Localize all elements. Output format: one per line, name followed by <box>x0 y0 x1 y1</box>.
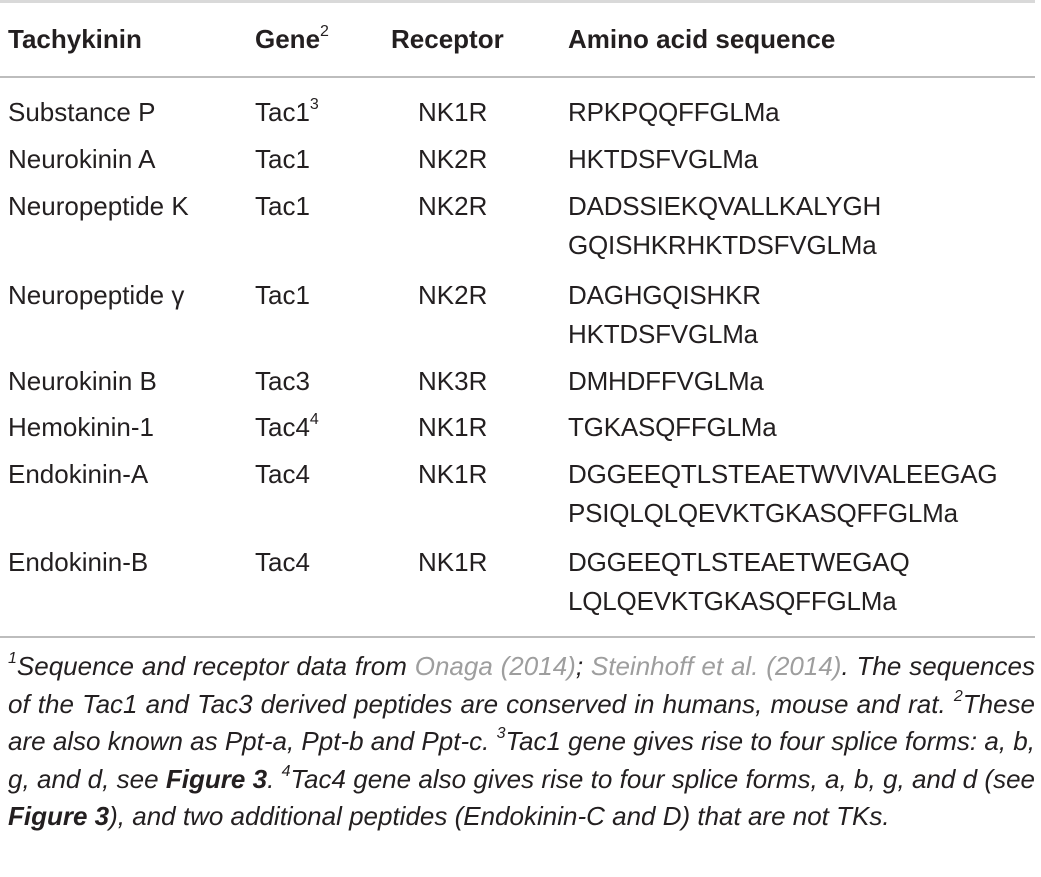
bottom-rule <box>0 636 1035 638</box>
header-receptor: Receptor <box>391 24 504 54</box>
header-sequence: Amino acid sequence <box>568 24 836 54</box>
gene-name: Tac4 <box>255 547 310 577</box>
sequence-line: HKTDSFVGLMa <box>568 319 758 349</box>
tachykinin-name: Substance P <box>8 97 156 127</box>
header-tachykinin: Tachykinin <box>8 24 142 54</box>
sequence-line: TGKASQFFGLMa <box>568 412 777 442</box>
gene-name: Tac1 <box>255 280 310 310</box>
gene-name: Tac1 <box>255 144 310 174</box>
sequence-line: DMHDFFVGLMa <box>568 366 764 396</box>
sequence-cell: DGGEEQTLSTEAETWVIVALEEGAG PSIQLQLQEVKTGKA… <box>568 455 998 533</box>
table-footnote: 1Sequence and receptor data from Onaga (… <box>8 650 1035 831</box>
receptor-name: NK1R <box>418 97 488 127</box>
gene-cell: Tac1 <box>255 187 310 226</box>
figure-3-link[interactable]: Figure 3 <box>165 763 268 794</box>
receptor-name: NK2R <box>418 144 488 174</box>
figure-3-link-2[interactable]: Figure 3 <box>8 801 110 831</box>
sequence-line: GQISHKRHKTDSFVGLMa <box>568 230 877 260</box>
gene-cell: Tac1 <box>255 276 310 315</box>
gene-name: Tac4 <box>255 459 310 489</box>
gene-cell: Tac44 <box>255 408 319 447</box>
gene-footnote-mark: 4 <box>309 411 319 429</box>
gene-cell: Tac13 <box>255 93 319 132</box>
gene-name: Tac3 <box>255 366 310 396</box>
sequence-cell: DAGHGQISHKR HKTDSFVGLMa <box>568 276 761 354</box>
sequence-cell: DMHDFFVGLMa <box>568 362 764 401</box>
sequence-line: HKTDSFVGLMa <box>568 144 758 174</box>
gene-name: Tac4 <box>255 412 310 442</box>
gene-cell: Tac1 <box>255 140 310 179</box>
header-rule <box>0 76 1035 78</box>
sequence-line: RPKPQQFFGLMa <box>568 97 780 127</box>
tachykinin-name: Endokinin-A <box>8 459 149 489</box>
sequence-line: DADSSIEKQVALLKALYGH <box>568 191 882 221</box>
header-gene: Gene2 <box>255 23 329 54</box>
sequence-line: DGGEEQTLSTEAETWEGAQ <box>568 547 910 577</box>
sequence-line: LQLQEVKTGKASQFFGLMa <box>568 586 897 616</box>
gene-cell: Tac4 <box>255 455 310 494</box>
tachykinin-name: Neurokinin B <box>8 366 157 396</box>
footnote-2-mark: 2 <box>953 687 963 705</box>
sequence-cell: HKTDSFVGLMa <box>568 140 758 179</box>
top-rule <box>0 0 1035 3</box>
reference-onaga-link[interactable]: Onaga (2014) <box>414 651 576 681</box>
sequence-cell: DGGEEQTLSTEAETWEGAQ LQLQEVKTGKASQFFGLMa <box>568 543 910 621</box>
tachykinin-name: Neurokinin A <box>8 144 156 174</box>
footnote-4-mark: 4 <box>281 762 291 780</box>
gene-cell: Tac3 <box>255 362 310 401</box>
tachykinin-name: Endokinin-B <box>8 547 149 577</box>
sequence-cell: DADSSIEKQVALLKALYGH GQISHKRHKTDSFVGLMa <box>568 187 881 265</box>
receptor-name: NK3R <box>418 366 488 396</box>
receptor-name: NK1R <box>418 412 488 442</box>
sequence-line: DAGHGQISHKR <box>568 280 761 310</box>
tachykinin-name: Hemokinin-1 <box>8 412 154 442</box>
sequence-cell: RPKPQQFFGLMa <box>568 93 780 132</box>
tachykinin-name: Neuropeptide K <box>8 191 189 221</box>
gene-cell: Tac4 <box>255 543 310 582</box>
gene-name: Tac1 <box>255 97 310 127</box>
receptor-name: NK1R <box>418 547 488 577</box>
footnote-3-mark: 3 <box>496 725 506 743</box>
sequence-cell: TGKASQFFGLMa <box>568 408 777 447</box>
footnote-1-mark: 1 <box>8 650 17 668</box>
receptor-name: NK1R <box>418 459 488 489</box>
gene-name: Tac1 <box>255 191 310 221</box>
gene-footnote-mark: 3 <box>309 96 319 114</box>
tachykinin-name: Neuropeptide γ <box>8 280 185 310</box>
reference-steinhoff-link[interactable]: Steinhoff et al. (2014) <box>590 651 842 681</box>
receptor-name: NK2R <box>418 280 488 310</box>
receptor-name: NK2R <box>418 191 488 221</box>
sequence-line: PSIQLQLQEVKTGKASQFFGLMa <box>568 498 958 528</box>
sequence-line: DGGEEQTLSTEAETWVIVALEEGAG <box>568 459 998 489</box>
